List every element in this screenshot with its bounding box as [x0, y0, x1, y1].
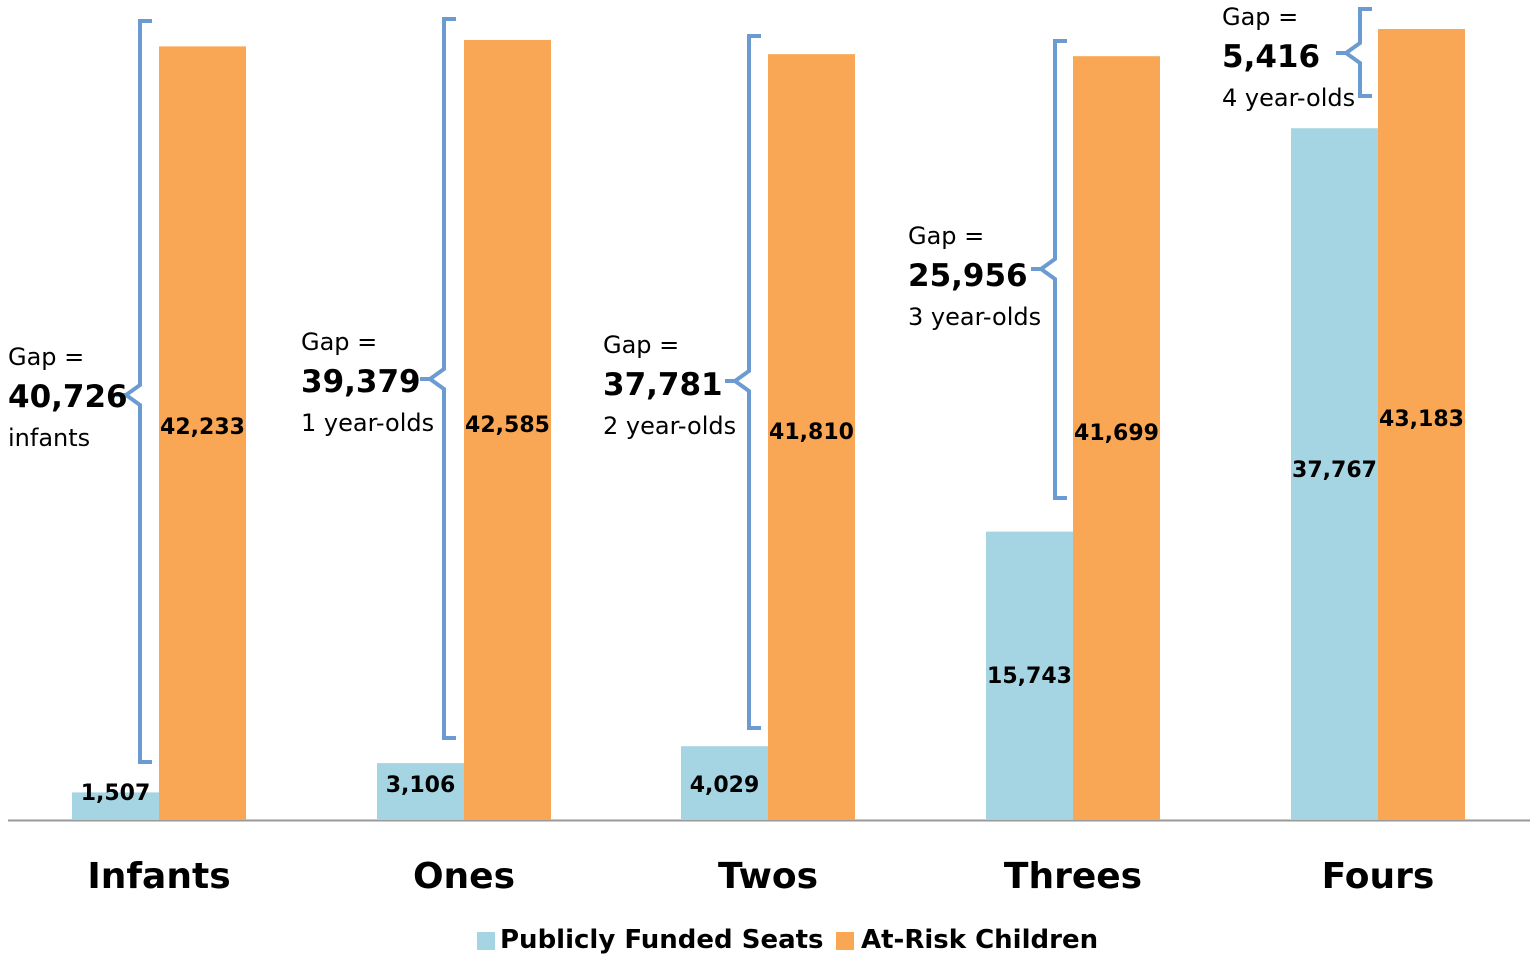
- gap-annotation-label-twos: Gap =: [603, 331, 679, 359]
- category-label-fours: Fours: [1322, 856, 1435, 897]
- category-label-ones: Ones: [413, 856, 515, 897]
- gap-annotation-group-fours: 4 year-olds: [1222, 84, 1355, 112]
- gap-annotation-group-ones: 1 year-olds: [301, 409, 434, 437]
- value-label-publicly-funded-fours: 37,767: [1292, 458, 1377, 483]
- legend-label-publicly-funded: Publicly Funded Seats: [500, 925, 824, 955]
- bar-at-risk-threes: [1073, 56, 1160, 821]
- legend-label-at-risk: At-Risk Children: [861, 925, 1098, 955]
- gap-annotation-group-twos: 2 year-olds: [603, 412, 736, 440]
- value-label-at-risk-twos: 41,810: [769, 420, 854, 445]
- gap-bracket-twos: [731, 34, 761, 730]
- value-label-publicly-funded-threes: 15,743: [987, 664, 1072, 689]
- gap-annotation-value-twos: 37,781: [603, 367, 723, 403]
- bar-at-risk-twos: [768, 54, 855, 820]
- legend-swatch-at-risk: [836, 932, 854, 950]
- value-label-at-risk-threes: 41,699: [1074, 421, 1159, 446]
- value-label-at-risk-fours: 43,183: [1379, 407, 1464, 432]
- value-label-publicly-funded-twos: 4,029: [690, 773, 760, 798]
- gap-bracket-infants: [122, 19, 152, 764]
- bar-publicly-funded-twos: [681, 746, 768, 820]
- gap-annotation-value-threes: 25,956: [908, 258, 1028, 294]
- bar-at-risk-ones: [464, 39, 551, 821]
- gap-annotation-value-fours: 5,416: [1222, 39, 1320, 75]
- gap-annotation-label-fours: Gap =: [1222, 3, 1298, 31]
- gap-bracket-threes: [1037, 39, 1067, 500]
- bar-at-risk-fours: [1378, 29, 1465, 820]
- gap-bracket-fours: [1342, 7, 1372, 98]
- value-label-at-risk-infants: 42,233: [160, 415, 245, 440]
- gap-annotation-label-infants: Gap =: [8, 343, 84, 371]
- bar-publicly-funded-threes: [986, 531, 1073, 820]
- gap-annotation-value-ones: 39,379: [301, 364, 421, 400]
- value-label-publicly-funded-infants: 1,507: [81, 781, 151, 806]
- category-label-infants: Infants: [87, 856, 230, 897]
- bar-publicly-funded-infants: [72, 792, 159, 820]
- bar-at-risk-infants: [159, 46, 246, 820]
- gap-annotation-label-threes: Gap =: [908, 222, 984, 250]
- value-label-publicly-funded-ones: 3,106: [386, 773, 456, 798]
- gap-bracket-ones: [426, 17, 456, 740]
- legend-swatch-publicly-funded: [477, 932, 495, 950]
- gap-annotation-group-threes: 3 year-olds: [908, 303, 1041, 331]
- gap-annotation-label-ones: Gap =: [301, 328, 377, 356]
- category-label-threes: Threes: [1004, 856, 1142, 897]
- value-label-at-risk-ones: 42,585: [465, 413, 550, 438]
- bar-publicly-funded-ones: [377, 763, 464, 820]
- bar-publicly-funded-fours: [1291, 128, 1378, 820]
- category-label-twos: Twos: [718, 856, 818, 897]
- gap-annotation-group-infants: infants: [8, 424, 90, 452]
- gap-annotation-value-infants: 40,726: [8, 379, 128, 415]
